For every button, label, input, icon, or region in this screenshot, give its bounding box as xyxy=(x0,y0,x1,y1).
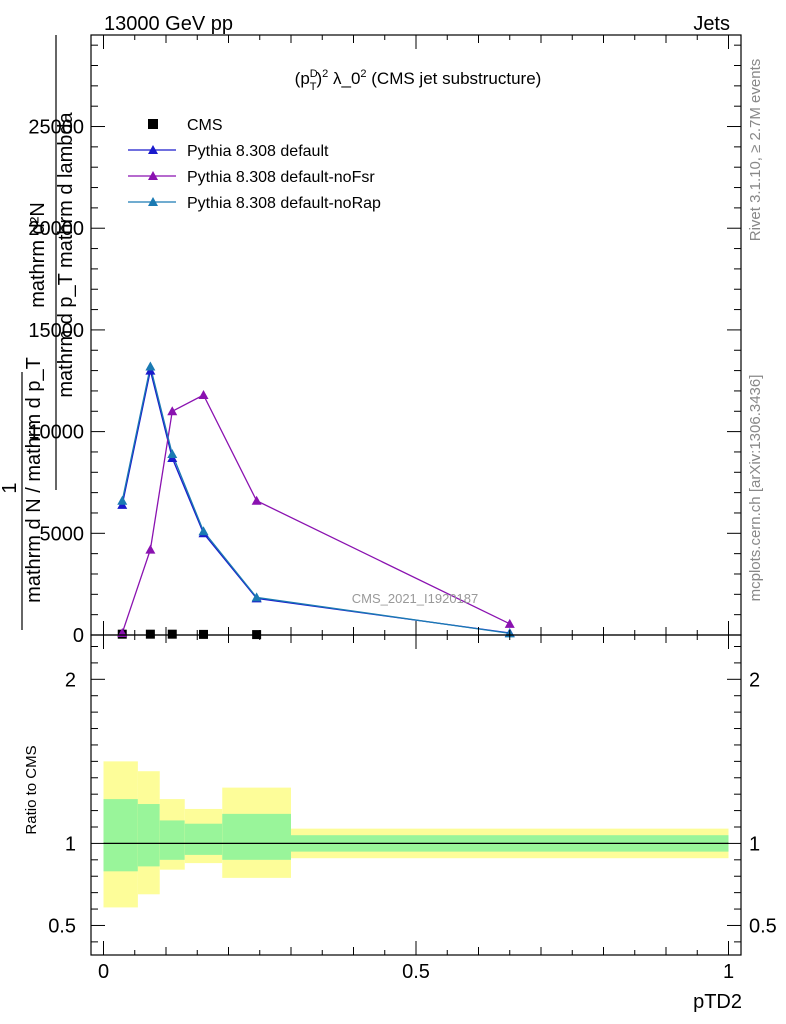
data-point-pythia-8-308-default-norap xyxy=(198,526,209,536)
legend-label-pythia-8-308-default-nofsr: Pythia 8.308 default-noFsr xyxy=(187,169,375,186)
series-line-pythia-8-308-default-norap xyxy=(121,366,510,635)
ratio-y-tick-label-right: 1 xyxy=(749,833,760,855)
header-left: 13000 GeV pp xyxy=(104,13,233,35)
data-point-cms xyxy=(199,629,208,639)
data-point-cms xyxy=(167,629,177,639)
rivet-version-label: Rivet 3.1.10, ≥ 2.7M events xyxy=(747,59,764,242)
y-label-denominator: mathrm d p_T mathrm d lambda xyxy=(55,111,77,397)
ratio-bands xyxy=(103,761,729,908)
x-tick-label: 1 xyxy=(723,961,734,983)
ratio-y-label: Ratio to CMS xyxy=(23,745,40,834)
data-point-pythia-8-308-default-norap xyxy=(145,361,156,371)
ratio-y-tick-label-left: 2 xyxy=(65,669,76,691)
data-point-pythia-8-308-default-norap xyxy=(251,592,262,602)
ratio-y-tick-label-left: 0.5 xyxy=(48,915,76,937)
series-line-pythia-8-308-default-nofsr xyxy=(121,394,511,634)
legend: CMS Pythia 8.308 default Pythia 8.308 defa… xyxy=(128,117,381,212)
ratio-y-tick-label-right: 0.5 xyxy=(749,915,777,937)
x-axis-label: pTD2 xyxy=(693,991,742,1013)
data-point-pythia-8-308-default-nofsr xyxy=(198,390,209,399)
ratio-y-tick-label-left: 1 xyxy=(65,833,76,855)
legend-marker-pythia-8-308-default-nofsr xyxy=(148,171,158,180)
data-point-pythia-8-308-default-norap xyxy=(167,448,178,458)
upper-y-tick-label: 5000 xyxy=(40,523,85,545)
ratio-inner-band-bin xyxy=(137,804,160,867)
data-point-pythia-8-308-default-nofsr xyxy=(167,406,178,416)
legend-marker-pythia-8-308-default-norap xyxy=(148,197,158,206)
y-label-prefix-denominator: mathrm d N / mathrm d p_T xyxy=(23,357,45,603)
legend-label-cms: CMS xyxy=(187,117,223,134)
data-point-pythia-8-308-default-nofsr xyxy=(145,544,156,554)
legend-marker-cms xyxy=(148,119,158,129)
data-point-pythia-8-308-default-nofsr xyxy=(251,495,262,505)
legend-label-pythia-8-308-default-norap: Pythia 8.308 default-noRap xyxy=(187,195,381,212)
series-lines xyxy=(121,366,511,635)
header-right: Jets xyxy=(693,13,730,35)
ratio-inner-band-bin xyxy=(184,823,223,855)
legend-label-pythia-8-308-default: Pythia 8.308 default xyxy=(187,143,329,160)
series-line-pythia-8-308-default xyxy=(121,370,510,634)
data-point-cms xyxy=(145,629,155,639)
upper-y-tick-label: 0 xyxy=(73,625,84,647)
x-tick-label: 0 xyxy=(98,961,109,983)
data-point-pythia-8-308-default-nofsr xyxy=(504,618,515,628)
axis-ticks xyxy=(91,35,741,955)
ratio-inner-band-bin xyxy=(222,813,291,860)
analysis-watermark: CMS_2021_I1920187 xyxy=(352,591,479,606)
y-label-prefix: 1 xyxy=(0,482,21,493)
ratio-y-tick-label-right: 2 xyxy=(749,669,760,691)
legend-marker-pythia-8-308-default xyxy=(148,145,158,154)
y-label-numerator: mathrm d²N xyxy=(27,202,49,308)
chart-title: (pD T)2 λ_02 (CMS jet substructure) xyxy=(295,68,542,93)
ratio-inner-band-bin xyxy=(159,820,185,860)
ratio-inner-band-bin xyxy=(103,799,138,872)
lower-axes-frame xyxy=(90,634,742,956)
x-tick-label: 0.5 xyxy=(402,961,430,983)
mcplots-label: mcplots.cern.ch [arXiv:1306.3436] xyxy=(747,375,764,602)
data-point-pythia-8-308-default-norap xyxy=(117,495,128,505)
